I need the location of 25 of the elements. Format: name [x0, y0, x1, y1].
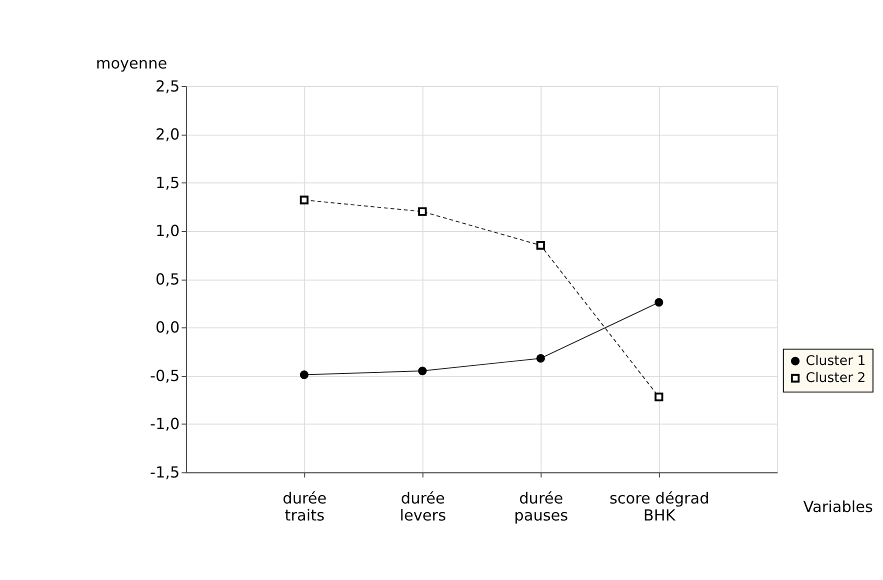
point [300, 196, 309, 204]
y-tick-label: 2,5 [155, 77, 180, 96]
x-tick-label: durée levers [400, 489, 446, 524]
point [654, 392, 664, 402]
point [536, 241, 545, 250]
legend-label: Cluster 1 [806, 354, 866, 369]
x-tick-label: durée pauses [514, 489, 568, 524]
point [536, 354, 545, 363]
y-tick-label: -1,5 [150, 464, 180, 482]
y-tick-label: -0,5 [150, 366, 180, 385]
y-axis-title: moyenne [96, 54, 168, 72]
point [418, 366, 427, 376]
x-tick-label: durée traits [282, 489, 327, 524]
y-tick-label: 2,0 [155, 126, 180, 144]
legend-label: Cluster 2 [806, 371, 866, 386]
point [418, 207, 427, 216]
y-tick-label: 0,5 [155, 270, 180, 288]
y-tick-label: 1,0 [155, 222, 180, 240]
y-tick-label: 1,5 [155, 174, 180, 192]
x-tick-label: score dégrad BHK [609, 489, 710, 524]
point [654, 298, 664, 307]
point [300, 370, 309, 380]
y-tick-label: 0,0 [155, 318, 180, 337]
x-axis-title: Variables [803, 498, 874, 516]
y-tick-label: -1,0 [150, 415, 180, 434]
